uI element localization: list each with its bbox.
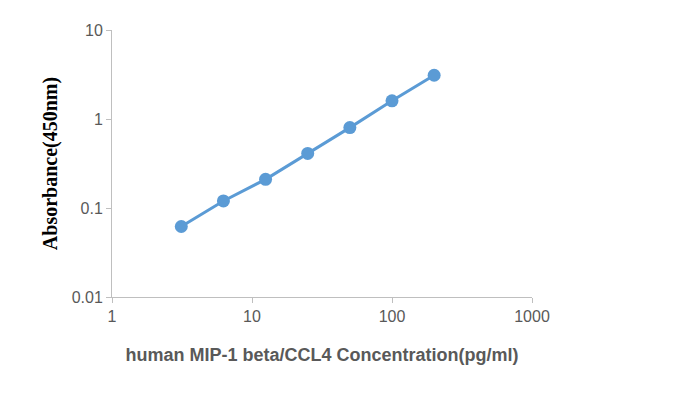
svg-text:0.1: 0.1 bbox=[81, 200, 103, 217]
svg-text:1: 1 bbox=[94, 111, 103, 128]
svg-text:0.01: 0.01 bbox=[72, 289, 103, 306]
svg-text:Absorbance(450nm): Absorbance(450nm) bbox=[39, 77, 62, 250]
svg-text:human MIP-1 beta/CCL4 Concentr: human MIP-1 beta/CCL4 Concentration(pg/m… bbox=[125, 345, 518, 365]
svg-text:1000: 1000 bbox=[514, 308, 550, 325]
svg-text:10: 10 bbox=[85, 22, 103, 39]
svg-text:1: 1 bbox=[108, 308, 117, 325]
svg-text:100: 100 bbox=[379, 308, 406, 325]
svg-text:10: 10 bbox=[243, 308, 261, 325]
